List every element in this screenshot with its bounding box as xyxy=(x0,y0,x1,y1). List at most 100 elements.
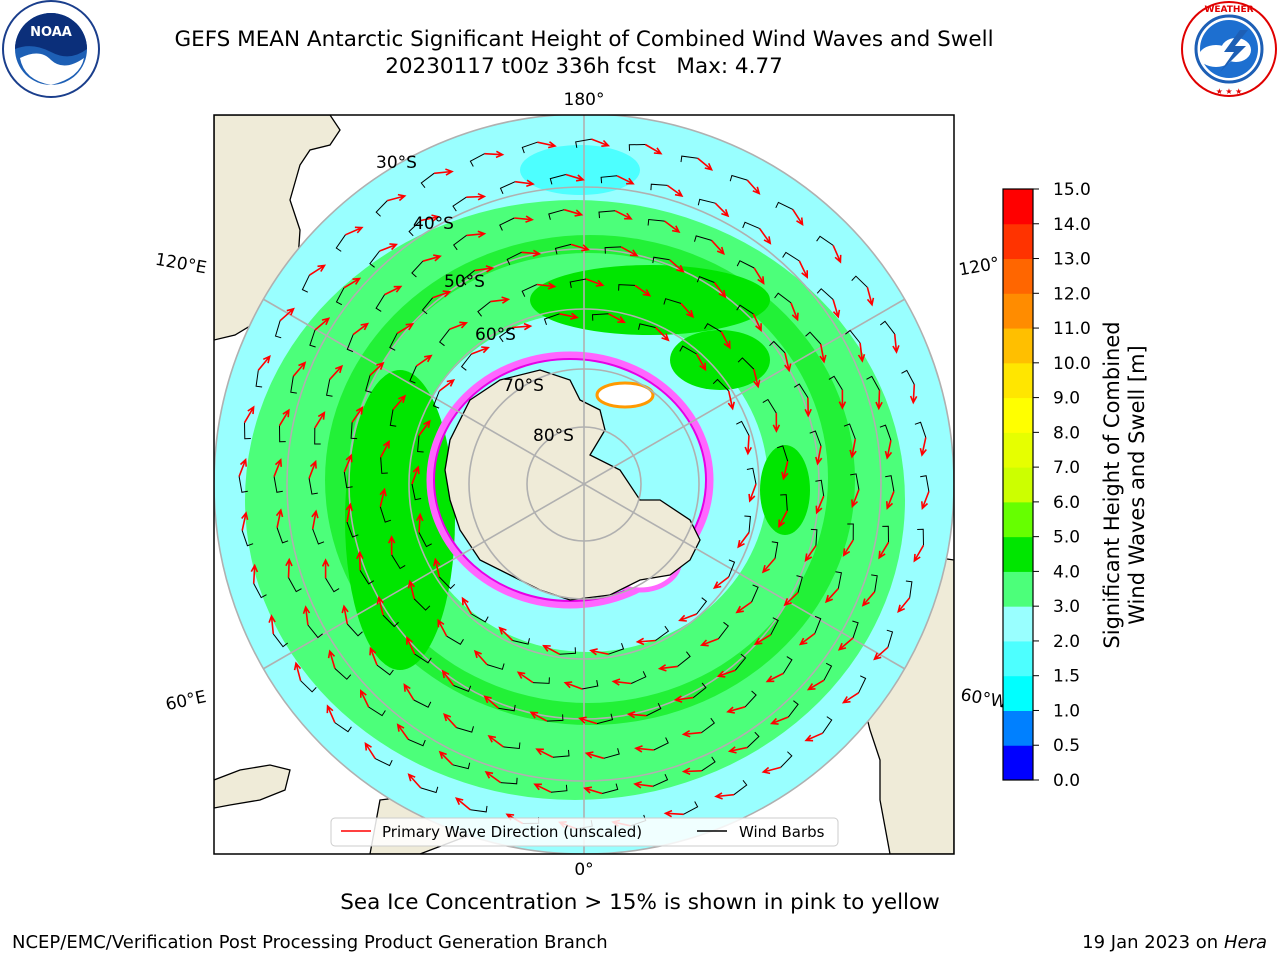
wave-direction-arrow xyxy=(585,278,605,287)
wind-barb xyxy=(712,378,730,392)
wave-direction-arrow xyxy=(815,445,823,466)
wind-barb xyxy=(901,369,915,385)
wind-barb xyxy=(696,597,708,615)
wave-direction-arrow xyxy=(781,461,789,481)
colorbar-segment xyxy=(1003,258,1033,294)
wave-direction-arrow xyxy=(654,326,670,342)
colorbar-label-line1: Significant Height of Combined xyxy=(1100,321,1124,649)
colorbar-tick-label: 14.0 xyxy=(1053,215,1091,235)
wind-barb xyxy=(701,756,716,772)
wave-direction-arrow xyxy=(716,669,736,678)
noaa-logo-icon: NOAA xyxy=(2,0,100,98)
wind-barb xyxy=(728,559,736,578)
wind-barb xyxy=(334,668,352,680)
wind-barb xyxy=(506,251,522,266)
colorbar-label-line2: Wind Waves and Swell [m] xyxy=(1125,345,1149,625)
wave-direction-arrow xyxy=(438,378,456,392)
colorbar-tick-label: 4.0 xyxy=(1053,562,1080,582)
wind-barb xyxy=(549,174,566,185)
lat-label-30s: 30°S xyxy=(376,153,417,173)
sea-ice-note: Sea Ice Concentration > 15% is shown in … xyxy=(340,890,940,915)
lon-label-0: 0° xyxy=(574,860,593,880)
wind-barb xyxy=(879,424,892,441)
wind-barb xyxy=(886,629,894,648)
wind-barb xyxy=(273,476,283,493)
colorbar-segment xyxy=(1003,328,1033,364)
wind-barb xyxy=(417,435,424,453)
wind-barb xyxy=(368,706,386,717)
colorbar-tick-label: 8.0 xyxy=(1053,423,1080,443)
wave-direction-arrow xyxy=(614,209,633,220)
wave-direction-arrow xyxy=(798,632,816,646)
wind-barb xyxy=(680,155,698,163)
wind-barb xyxy=(771,541,779,559)
wave-direction-arrow xyxy=(913,544,925,563)
wind-barb xyxy=(796,575,803,593)
wind-barb xyxy=(694,235,712,242)
wave-direction-arrow xyxy=(861,591,876,607)
wave-direction-arrow xyxy=(669,259,685,273)
colorbar-tick-label: 12.0 xyxy=(1053,284,1091,304)
wind-barb xyxy=(746,467,757,485)
wave-direction-arrow xyxy=(521,249,542,258)
wave-direction-arrow xyxy=(866,287,875,307)
colorbar-segment xyxy=(1003,745,1033,781)
wave-direction-arrow xyxy=(849,438,857,459)
wind-barb xyxy=(782,251,800,262)
wave-direction-arrow xyxy=(437,618,448,637)
wave-direction-arrow xyxy=(559,312,579,320)
wave-direction-arrow xyxy=(241,511,249,531)
wave-direction-arrow xyxy=(535,748,554,759)
nws-logo-icon: WEATHER ★ ★ ★ xyxy=(1181,1,1277,97)
wind-barb xyxy=(742,221,760,230)
wind-barb xyxy=(598,210,616,219)
wave-direction-arrow xyxy=(356,550,364,571)
wave-direction-arrow xyxy=(490,296,511,304)
wind-barb xyxy=(591,313,609,321)
wave-direction-arrow xyxy=(711,239,725,256)
wind-barb xyxy=(359,570,375,585)
wave-direction-arrow xyxy=(364,741,376,760)
wave-direction-arrow xyxy=(611,678,632,686)
wind-barb xyxy=(608,643,625,655)
wave-direction-arrow xyxy=(697,157,714,171)
colorbar-segment xyxy=(1003,293,1033,329)
wave-direction-arrow xyxy=(798,260,808,279)
wind-barb xyxy=(776,445,789,462)
wind-barb xyxy=(238,476,248,493)
wave-direction-arrow xyxy=(608,313,626,324)
wind-barb xyxy=(736,260,755,269)
wave-direction-arrow xyxy=(422,254,442,262)
wind-barb xyxy=(810,528,818,546)
wind-barb xyxy=(335,287,345,306)
wind-barb xyxy=(751,584,759,603)
colorbar-label: Significant Height of Combined Wind Wave… xyxy=(1100,321,1150,648)
wind-barb xyxy=(828,375,843,391)
wave-direction-arrow xyxy=(471,346,490,355)
wave-direction-arrow xyxy=(584,751,605,760)
wind-barb xyxy=(871,574,878,592)
wind-barb xyxy=(533,677,550,684)
lon-label-60e: 60°E xyxy=(164,687,208,715)
wind-barb xyxy=(882,525,889,543)
lon-label-120e: 120°E xyxy=(154,250,208,279)
wave-direction-arrow xyxy=(498,626,514,642)
wind-barb xyxy=(382,614,399,628)
wind-barb xyxy=(376,664,394,676)
wave-direction-arrow xyxy=(727,390,735,411)
wave-direction-arrow xyxy=(678,613,697,622)
wind-barb xyxy=(409,365,417,384)
wave-direction-arrow xyxy=(379,243,398,252)
colorbar-segment xyxy=(1003,467,1033,503)
wave-direction-arrow xyxy=(680,302,695,319)
wave-direction-arrow xyxy=(376,595,384,616)
wave-direction-arrow xyxy=(712,576,730,590)
wave-direction-arrow xyxy=(815,495,825,515)
wind-barb xyxy=(559,647,577,655)
wind-barb xyxy=(369,250,380,268)
wind-barb xyxy=(814,615,822,634)
wind-barb xyxy=(335,234,346,252)
wave-direction-arrow xyxy=(407,773,422,789)
wave-direction-arrow xyxy=(369,646,378,666)
colorbar-segment xyxy=(1003,223,1033,260)
